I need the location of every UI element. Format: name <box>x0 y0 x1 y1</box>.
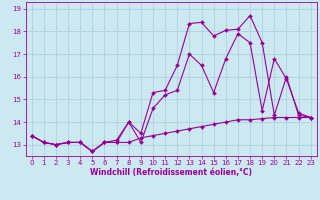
X-axis label: Windchill (Refroidissement éolien,°C): Windchill (Refroidissement éolien,°C) <box>90 168 252 177</box>
